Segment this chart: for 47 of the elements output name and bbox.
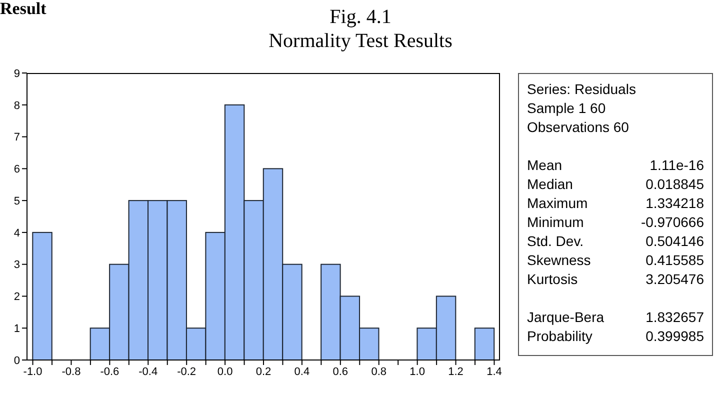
y-tick-label: 1 xyxy=(14,323,20,336)
text: Sample 1 60 xyxy=(527,99,607,118)
category-label: Maximum xyxy=(527,194,588,213)
x-tick-label: -0.2 xyxy=(177,366,196,378)
y-tick-label: 5 xyxy=(14,195,20,208)
category-label: Std. Dev. xyxy=(527,232,584,251)
x-tick-label: 0.6 xyxy=(332,366,348,378)
y-tick-label: 0 xyxy=(14,354,20,367)
x-tick-label: -0.8 xyxy=(62,366,81,378)
text: 3.205476 xyxy=(646,271,704,287)
y-tick-label: 3 xyxy=(14,259,20,272)
category-label: Skewness xyxy=(527,251,591,270)
y-tick-label: 4 xyxy=(14,227,20,240)
text: 0.415585 xyxy=(646,252,704,268)
category-label: Mean xyxy=(527,156,562,175)
text: 0.504146 xyxy=(646,233,704,249)
x-tick-label: 1.0 xyxy=(410,366,425,378)
category-label: Kurtosis xyxy=(527,270,578,289)
text: Observations 60 xyxy=(527,118,630,137)
chart-subtitle: Normality Test Results xyxy=(268,30,454,53)
text: 1.832657 xyxy=(646,309,704,325)
x-tick-label: 0.8 xyxy=(371,366,387,378)
category-label: Jarque-Bera xyxy=(527,308,604,327)
x-tick-label: -0.4 xyxy=(138,366,158,378)
y-tick-label: 9 xyxy=(14,68,20,80)
category-label: Probability xyxy=(527,327,592,346)
x-tick-label: 0.2 xyxy=(256,366,272,378)
x-tick-label: -1.0 xyxy=(23,366,42,378)
y-tick-label: 7 xyxy=(14,132,20,144)
text: 1.334218 xyxy=(646,195,704,211)
chart-title: Fig. 4.1 xyxy=(330,6,392,28)
text: Series: Residuals xyxy=(527,80,637,99)
text: 1.11e-16 xyxy=(650,157,704,173)
text: Result xyxy=(0,0,46,18)
y-tick-label: 6 xyxy=(14,164,20,176)
x-tick-label: 0.0 xyxy=(217,366,233,378)
x-tick-label: 0.4 xyxy=(294,366,310,378)
category-label: Minimum xyxy=(527,213,584,232)
x-tick-label: -0.6 xyxy=(100,366,120,378)
text: 0.399985 xyxy=(646,328,704,344)
x-tick-label: 1.2 xyxy=(448,366,464,378)
text: 0.018845 xyxy=(646,176,704,192)
category-label: Median xyxy=(527,175,573,194)
y-tick-label: 8 xyxy=(14,100,20,112)
y-tick-label: 2 xyxy=(14,291,20,304)
text: -0.970666 xyxy=(640,214,704,230)
x-tick-label: 1.4 xyxy=(486,366,502,378)
